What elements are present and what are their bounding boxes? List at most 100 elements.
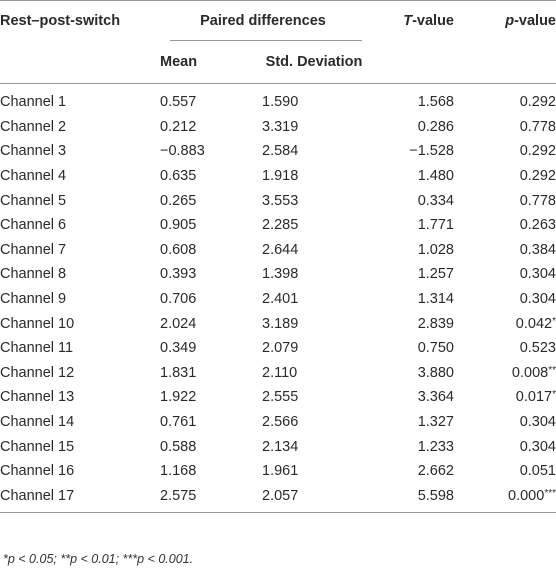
header-empty-cell — [0, 41, 160, 84]
p-value-number: 0.008 — [511, 364, 549, 381]
cell-mean: 2.575 — [160, 483, 262, 514]
cell-mean: 0.608 — [160, 241, 197, 258]
p-value-number: 0.304 — [519, 266, 556, 283]
header-p-symbol: p — [505, 13, 515, 29]
table-row: Channel 8 0.393 1.398 1.257 0.304 — [0, 262, 556, 287]
cell-channel: Channel 5 — [0, 192, 67, 209]
cell-std-deviation: 1.918 — [262, 168, 299, 185]
cell-t-value: 3.364 — [417, 389, 454, 406]
header-rest-post-switch: Rest–post-switch — [0, 0, 160, 41]
header-empty-cell — [366, 41, 454, 84]
cell-mean: 0.905 — [160, 217, 197, 234]
cell-t-value: 5.598 — [366, 483, 454, 514]
cell-channel: Channel 9 — [0, 291, 67, 308]
cell-mean: 1.831 — [160, 364, 197, 381]
cell-p-value: 0.017* — [454, 385, 556, 410]
cell-channel: Channel 1 — [0, 94, 67, 111]
cell-channel: Channel 17 — [0, 483, 160, 514]
cell-t-value: 1.314 — [417, 291, 454, 308]
header-t-suffix: -value — [412, 13, 454, 29]
cell-t-value: 1.028 — [417, 241, 454, 258]
cell-p-value: 0.042* — [454, 311, 556, 336]
cell-t-value: 1.568 — [417, 94, 454, 111]
cell-channel: Channel 7 — [0, 241, 67, 258]
cell-std-deviation: 2.401 — [262, 291, 299, 308]
p-value-number: 0.017 — [515, 389, 553, 406]
significance-marker: *** — [544, 487, 556, 499]
cell-std-deviation: 1.398 — [262, 266, 299, 283]
cell-channel: Channel 4 — [0, 168, 67, 185]
cell-t-value: 1.257 — [417, 266, 454, 283]
header-std-deviation: Std. Deviation — [262, 41, 366, 84]
cell-mean: 2.024 — [160, 315, 197, 332]
table-body: Channel 1 0.557 1.590 1.568 0.292 Channel 2 0.… — [0, 84, 556, 514]
cell-t-value: 1.327 — [417, 414, 454, 431]
cell-std-deviation: 3.553 — [262, 192, 299, 209]
cell-p-value: 0.263 — [454, 213, 556, 238]
cell-mean: 0.265 — [160, 192, 197, 209]
header-t-value: T-value — [366, 0, 454, 41]
p-value-number: 0.000 — [508, 487, 545, 504]
header-p-suffix: -value — [514, 13, 556, 29]
cell-p-value: 0.292 — [454, 84, 556, 115]
cell-std-deviation: 2.110 — [262, 364, 298, 381]
cell-p-value: 0.778 — [454, 115, 556, 140]
p-value-number: 0.523 — [519, 340, 556, 357]
cell-mean: 1.168 — [160, 463, 197, 480]
header-row-top: Rest–post-switch Paired differences T-va… — [0, 0, 556, 41]
header-empty-cell — [454, 41, 556, 84]
cell-channel: Channel 12 — [0, 364, 75, 381]
cell-channel: Channel 2 — [0, 118, 67, 135]
cell-p-value: 0.051 — [454, 459, 556, 484]
cell-p-value: 0.292 — [454, 139, 556, 164]
significance-footnote: *p < 0.05; **p < 0.01; ***p < 0.001. — [3, 552, 194, 566]
p-value-number: 0.304 — [519, 291, 556, 308]
cell-p-value: 0.000*** — [454, 483, 556, 514]
p-value-number: 0.778 — [519, 118, 556, 135]
p-value-number: 0.042 — [515, 315, 553, 332]
table-row: Channel 15 0.588 2.134 1.233 0.304 — [0, 434, 556, 459]
cell-channel: Channel 14 — [0, 414, 75, 431]
header-row-sub: Mean Std. Deviation — [0, 41, 556, 84]
cell-t-value: 0.334 — [417, 192, 454, 209]
cell-mean: −0.883 — [160, 143, 205, 160]
table-row: Channel 9 0.706 2.401 1.314 0.304 — [0, 287, 556, 312]
header-paired-differences-label: Paired differences — [200, 13, 326, 29]
cell-channel: Channel 10 — [0, 315, 75, 332]
table-row: Channel 16 1.168 1.961 2.662 0.051 — [0, 459, 556, 484]
cell-t-value: 2.662 — [417, 463, 454, 480]
cell-t-value: 0.286 — [417, 118, 454, 135]
cell-mean: 0.393 — [160, 266, 197, 283]
header-mean: Mean — [160, 41, 262, 84]
table-row: Channel 11 0.349 2.079 0.750 0.523 — [0, 336, 556, 361]
cell-std-deviation: 2.134 — [262, 438, 299, 455]
group-underline — [170, 40, 362, 41]
cell-p-value: 0.523 — [454, 336, 556, 361]
cell-std-deviation: 3.319 — [262, 118, 299, 135]
cell-std-deviation: 2.079 — [262, 340, 299, 357]
table-row: Channel 7 0.608 2.644 1.028 0.384 — [0, 238, 556, 263]
cell-t-value: 0.750 — [417, 340, 454, 357]
cell-p-value: 0.304 — [454, 262, 556, 287]
header-t-symbol: T — [403, 13, 413, 29]
cell-mean: 0.761 — [160, 414, 197, 431]
p-value-number: 0.051 — [519, 463, 556, 480]
cell-p-value: 0.304 — [454, 434, 556, 459]
cell-t-value: 2.839 — [417, 315, 454, 332]
p-value-number: 0.384 — [519, 241, 556, 258]
cell-std-deviation: 2.555 — [262, 389, 299, 406]
cell-std-deviation: 2.644 — [262, 241, 299, 258]
table-row: Channel 12 1.831 2.110 3.880 0.008** — [0, 361, 556, 386]
cell-t-value: 1.771 — [417, 217, 454, 234]
cell-std-deviation: 1.961 — [262, 463, 299, 480]
significance-marker: ** — [548, 364, 556, 376]
cell-mean: 0.588 — [160, 438, 197, 455]
cell-std-deviation: 2.566 — [262, 414, 299, 431]
cell-std-deviation: 1.590 — [262, 94, 299, 111]
cell-channel: Channel 3 — [0, 143, 67, 160]
cell-t-value: 1.233 — [417, 438, 454, 455]
header-p-value: p-value — [454, 0, 556, 41]
cell-channel: Channel 16 — [0, 463, 75, 480]
p-value-number: 0.292 — [519, 168, 556, 185]
